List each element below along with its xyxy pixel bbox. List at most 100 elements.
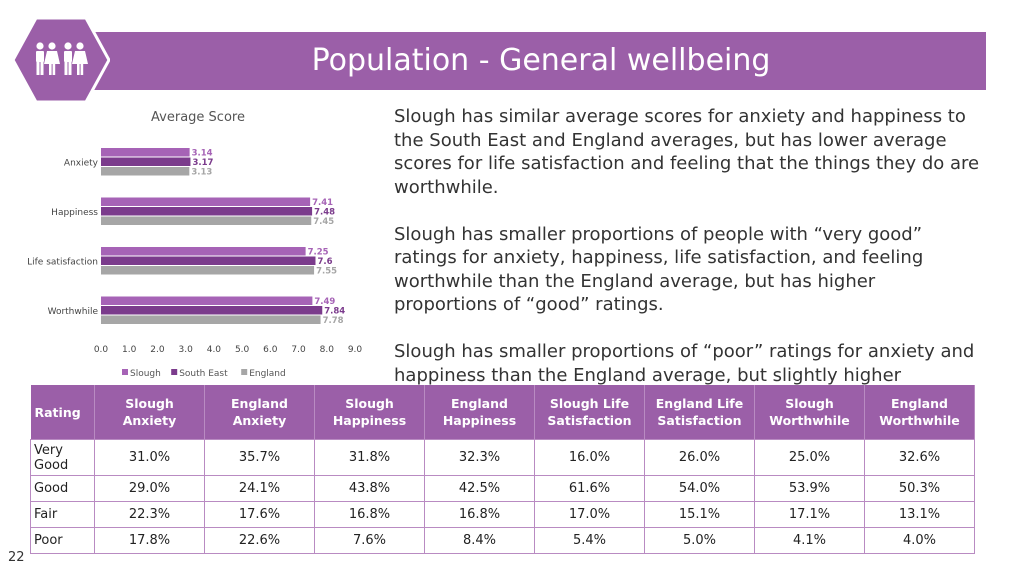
legend-swatch [122,369,128,375]
legend-label: Slough [130,369,161,379]
table-cell: 8.4% [424,527,535,554]
table-cell: 29.0% [94,475,205,502]
x-tick-label: 6.0 [263,345,278,355]
table-cell: Very Good [30,439,95,476]
bar [101,256,316,265]
summary-paragraph: Slough has similar average scores for an… [394,106,980,198]
table-cell: 43.8% [314,475,425,502]
table-cell: 16.8% [314,501,425,528]
wellbeing-ratings-table: Rating Slough Anxiety England Anxiety Sl… [30,385,975,554]
bar [101,197,311,206]
legend-label: South East [179,369,228,379]
summary-paragraph: Slough has smaller proportions of “poor”… [394,341,975,386]
bar [101,315,321,324]
table-cell: 5.4% [534,527,645,554]
table-cell: 17.0% [534,501,645,528]
bar [101,306,323,315]
table-header-cell: Slough Happiness [314,385,425,440]
data-label: 3.17 [192,158,213,168]
table-cell: 16.8% [424,501,535,528]
data-label: 7.84 [324,307,345,317]
bar [101,296,313,305]
title-banner: Population - General wellbeing [36,32,986,90]
data-label: 7.45 [313,217,334,227]
category-label: Happiness [51,208,98,218]
table-cell: 35.7% [204,439,315,476]
table-cell: Fair [30,501,95,528]
table-cell: 4.0% [864,527,975,554]
table-cell: 42.5% [424,475,535,502]
data-label: 3.13 [191,168,212,178]
table-cell: 15.1% [644,501,755,528]
x-tick-label: 7.0 [291,345,306,355]
table-cell: 24.1% [204,475,315,502]
table-cell: 32.3% [424,439,535,476]
category-label: Worthwhile [48,307,99,317]
average-score-chart: Average Score Anxiety 3.14 3.17 3.13 Happines… [18,100,378,390]
table-header-row: Rating Slough Anxiety England Anxiety Sl… [30,385,975,440]
page-number: 22 [8,550,25,565]
x-tick-label: 5.0 [235,345,250,355]
table-cell: 16.0% [534,439,645,476]
table-cell: Poor [30,527,95,554]
bar [101,167,190,176]
data-label: 7.48 [314,208,335,218]
table-cell: 31.8% [314,439,425,476]
bar [101,157,191,166]
category-label: Anxiety [64,158,99,168]
table-cell: 54.0% [644,475,755,502]
table-cell: 13.1% [864,501,975,528]
data-label: 7.55 [316,267,337,277]
data-label: 3.14 [192,149,213,159]
legend-label: England [249,369,286,379]
page-title: Population - General wellbeing [311,43,771,78]
table-header-cell: England Life Satisfaction [644,385,755,440]
table-cell: 17.6% [204,501,315,528]
data-label: 7.49 [314,297,335,307]
table-cell: 17.8% [94,527,205,554]
people-group-icon [12,16,110,104]
table-cell: 32.6% [864,439,975,476]
x-tick-label: 3.0 [179,345,194,355]
x-tick-label: 2.0 [150,345,165,355]
data-label: 7.78 [323,316,344,326]
table-header-cell: Slough Worthwhile [754,385,865,440]
table-row: Very Good 31.0% 35.7% 31.8% 32.3% 16.0% … [30,439,975,476]
x-tick-label: 0.0 [94,345,109,355]
table-cell: 25.0% [754,439,865,476]
summary-text: Slough has similar average scores for an… [394,105,984,390]
table-cell: 17.1% [754,501,865,528]
table-cell: 50.3% [864,475,975,502]
table-cell: 5.0% [644,527,755,554]
x-tick-label: 4.0 [207,345,222,355]
table-row: Poor 17.8% 22.6% 7.6% 8.4% 5.4% 5.0% 4.1… [30,527,975,554]
bar [101,148,190,157]
table-cell: 53.9% [754,475,865,502]
x-tick-label: 9.0 [348,345,363,355]
table-header-cell: England Worthwhile [864,385,975,440]
legend-swatch [171,369,178,375]
table-header-cell: Rating [30,385,95,440]
bar [101,216,312,225]
data-label: 7.25 [308,248,329,258]
category-label: Life satisfaction [27,257,98,267]
table-cell: Good [30,475,95,502]
table-cell: 26.0% [644,439,755,476]
bar [101,207,313,216]
data-label: 7.41 [312,198,333,208]
table-cell: 31.0% [94,439,205,476]
bar [101,247,306,256]
x-tick-label: 8.0 [320,345,335,355]
table-header-cell: England Happiness [424,385,535,440]
table-header-cell: England Anxiety [204,385,315,440]
table-row: Good 29.0% 24.1% 43.8% 42.5% 61.6% 54.0%… [30,475,975,502]
x-tick-label: 1.0 [122,345,137,355]
table-cell: 7.6% [314,527,425,554]
table-cell: 22.6% [204,527,315,554]
table-header-cell: Slough Anxiety [94,385,205,440]
table-cell: 61.6% [534,475,645,502]
legend-swatch [241,369,248,375]
bar [101,266,315,275]
table-header-cell: Slough Life Satisfaction [534,385,645,440]
table-cell: 22.3% [94,501,205,528]
